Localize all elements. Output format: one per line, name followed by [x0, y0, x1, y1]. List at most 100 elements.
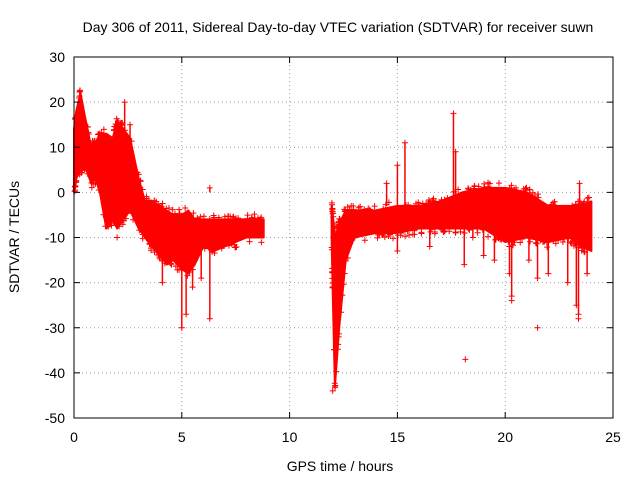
data-point	[258, 239, 265, 246]
data-point	[575, 198, 582, 205]
data-point	[465, 226, 472, 233]
data-point	[519, 235, 526, 242]
data-point	[382, 201, 389, 208]
data-point	[374, 234, 381, 241]
data-point	[511, 239, 518, 246]
data-outlier	[329, 387, 336, 394]
data-point	[122, 127, 129, 134]
x-tick-label: 15	[390, 429, 406, 445]
data-point	[331, 227, 338, 234]
data-point	[344, 255, 351, 262]
data-point	[386, 231, 393, 238]
data-point	[381, 234, 388, 241]
data-point	[184, 272, 191, 279]
data-point	[394, 232, 401, 239]
data-dip-tip	[426, 243, 433, 250]
data-point	[520, 185, 527, 192]
data-point	[200, 213, 207, 220]
data-point	[402, 233, 409, 240]
data-point	[338, 309, 345, 316]
data-point	[485, 183, 492, 190]
data-point	[371, 203, 378, 210]
data-point	[575, 244, 582, 251]
data-point	[113, 115, 120, 122]
data-point	[161, 260, 168, 267]
data-dip-tip	[206, 315, 213, 322]
data-point	[155, 201, 162, 208]
data-point	[335, 330, 342, 337]
data-dip-tip	[564, 279, 571, 286]
data-point	[218, 245, 225, 252]
data-point	[452, 229, 459, 236]
data-series	[71, 87, 593, 394]
data-point	[151, 197, 158, 204]
y-tick-label: -20	[45, 275, 65, 291]
data-point	[471, 182, 478, 189]
data-point	[235, 215, 242, 222]
data-point	[165, 205, 172, 211]
data-point	[390, 235, 397, 242]
data-point	[509, 242, 516, 249]
data-point	[233, 244, 240, 251]
data-point	[451, 188, 458, 195]
data-point	[89, 137, 96, 144]
data-spike-tip	[401, 139, 408, 146]
data-dip-tip	[525, 257, 532, 264]
data-point	[328, 244, 335, 251]
data-point	[409, 231, 416, 238]
data-point	[197, 213, 204, 220]
data-point	[342, 207, 349, 214]
x-tick-label: 10	[282, 429, 298, 445]
y-tick-label: -40	[45, 365, 65, 381]
data-point	[455, 186, 462, 193]
data-spike-tip	[452, 148, 459, 155]
data-point	[72, 114, 79, 121]
data-point	[126, 208, 133, 215]
data-point	[139, 186, 146, 193]
y-tick-label: 30	[49, 49, 65, 65]
data-point	[466, 227, 473, 234]
data-point	[481, 184, 488, 191]
data-point	[112, 120, 119, 127]
data-point	[118, 119, 125, 126]
data-point	[208, 247, 215, 254]
data-point	[120, 217, 127, 224]
data-point	[248, 215, 255, 222]
data-point	[485, 233, 492, 240]
data-spike-tip	[206, 184, 213, 191]
data-point	[355, 204, 362, 211]
chart-title: Day 306 of 2011, Sidereal Day-to-day VTE…	[83, 19, 594, 35]
data-point	[211, 249, 218, 256]
data-point	[137, 178, 144, 185]
data-dip-tip	[159, 279, 166, 286]
data-point	[176, 210, 183, 217]
data-point	[136, 227, 143, 234]
data-point	[330, 346, 337, 353]
data-point	[440, 228, 447, 235]
data-point	[428, 226, 435, 233]
data-point	[406, 232, 413, 239]
data-point	[90, 140, 97, 147]
axis-ticks: 0 5 10 15 20 25 -50 -40 -30 -20 -10 0 10 20 30	[45, 49, 621, 445]
data-dip-tip	[198, 275, 205, 282]
data-dip-tip	[461, 261, 468, 268]
data-point	[334, 223, 341, 230]
y-tick-label: -50	[45, 410, 65, 426]
data-point	[467, 186, 474, 193]
data-point	[135, 171, 142, 178]
data-point	[84, 123, 91, 130]
data-point	[385, 232, 392, 239]
data-spike-tip	[450, 110, 457, 117]
data-point	[568, 240, 575, 247]
data-point	[404, 227, 411, 234]
data-point	[169, 206, 176, 213]
data-point	[416, 202, 423, 209]
data-spike-tip	[383, 180, 390, 187]
data-dip-tip	[178, 324, 185, 331]
x-axis-label: GPS time / hours	[287, 458, 394, 474]
data-band-12-24h	[330, 186, 593, 388]
data-point	[85, 129, 92, 136]
y-axis-label: SDTVAR / TECUs	[6, 181, 22, 293]
data-point	[329, 201, 336, 208]
data-outlier	[462, 356, 469, 363]
